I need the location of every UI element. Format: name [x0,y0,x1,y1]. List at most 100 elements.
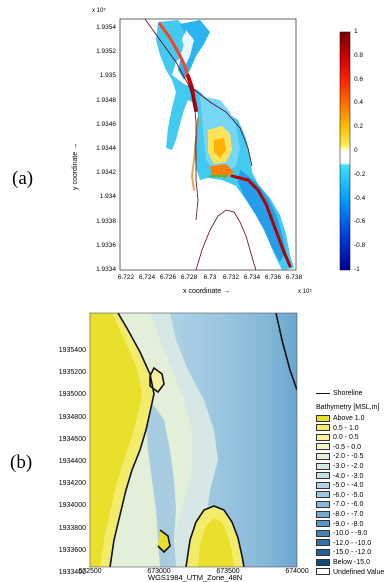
legend-swatch [316,510,330,518]
panel-b-x-tick: 674000 [285,568,309,575]
legend-item: Above 1.0 [316,414,365,423]
panel-a-y-tick: 1.9352 [96,48,116,56]
panel-a-x-tick: 6.73 [203,274,217,281]
panel-a-x-tick: 6.734 [243,274,261,281]
panel-a-x-tick: 6.726 [159,274,177,281]
panel-a-colorbar [339,31,351,271]
panel-a-colorbar-tick: 0 [354,147,358,154]
legend-item-label: -3.0 - -2.0 [333,463,364,470]
panel-b-y-tick: 1935400 [58,347,86,354]
panel-a-colorbar-tick: -0.6 [354,218,366,226]
panel-b-y-tick: 1933600 [58,546,86,554]
legend-item-label: 0.0 - 0.5 [333,434,359,442]
panel-a-exponent-bottom: x 10⁵ [298,289,312,295]
panel-a-y-tick: 1.9338 [96,217,116,225]
legend-item-label: -7.0 - -6.0 [333,501,364,509]
legend-item-label: -15.0 - -12.0 [333,549,372,557]
panel-b-island [150,368,164,392]
panel-a-y-tick: 1.9354 [96,24,116,31]
panel-a-x-tick: 6.722 [117,274,135,281]
legend-swatch [316,414,330,422]
legend-shoreline-label: Shoreline [333,390,363,397]
legend-item: -15.0 - -12.0 [316,548,371,557]
legend-swatch [316,433,330,441]
legend-item: -7.0 - -6.0 [316,500,363,509]
legend-swatch [316,568,330,576]
panel-a-colorbar-tick: -0.2 [354,170,366,178]
panel-a-change-lines [158,22,292,268]
panel-b-y-tick: 1935000 [58,391,86,399]
panel-a-y-tick: 1.9344 [96,145,116,152]
panel-a-y-tick: 1.9334 [96,266,116,273]
panel-b-y-tick: 1934400 [58,458,86,465]
legend-item-label: -2.0 - -0.5 [333,453,364,461]
legend-item: -4.0 - -3.0 [316,472,363,481]
legend-swatch [316,501,330,509]
legend-item: -10.0 - -9.0 [316,529,367,538]
panel-b-channel [146,400,176,567]
panel-a-y-tick: 1.9348 [96,96,116,104]
panel-b-y-tick: 1935200 [58,369,86,377]
panel-a-colorbar-tick: 0.4 [354,99,364,107]
legend-swatch [316,529,330,537]
panel-a-colorbar-tick: 0.2 [354,123,364,131]
legend-shoreline: Shoreline [316,390,363,397]
panel-a-x-tick: 6.738 [285,274,303,281]
shoreline-line-icon [316,392,330,394]
legend-item-label: Undefined Value [333,568,385,576]
panel-b-y-tick: 1934200 [58,480,86,488]
legend-item-label: 0.5 - 1.0 [333,424,359,432]
legend-swatch [316,424,330,432]
panel-a-x-label: x coordinate → [183,288,231,295]
panel-a-x-tick: 6.724 [138,274,156,281]
legend-swatch [316,443,330,451]
legend-swatch [316,520,330,528]
legend-item: -3.0 - -2.0 [316,462,363,471]
panel-a-y-tick: 1.934 [99,193,116,201]
legend-swatch [316,549,330,557]
panel-a-y-tick: 1.935 [99,72,116,80]
legend-item: -0.5 - 0.0 [316,443,361,452]
panel-b-map [89,312,298,568]
panel-b-axes-frame [89,312,298,568]
panel-a-x-tick: 6.732 [222,274,240,281]
panel-a-exponent-top: x 10⁵ [92,8,106,14]
panel-b-x-label: WGS1984_UTM_Zone_48N [148,573,243,582]
panel-b-y-tick: 1934600 [58,435,86,443]
panel-b-y-tick: 1933400 [58,569,86,576]
panel-b-label: (b) [10,452,33,473]
legend-swatch [316,558,330,566]
legend-item-label: -0.5 - 0.0 [333,443,362,451]
panel-a-colorbar-tick: -0.8 [354,242,366,250]
panel-a-shoreline [144,18,257,271]
panel-a-label: (a) [12,168,34,189]
panel-a-colorbar-tick: 0.6 [354,75,364,83]
panel-b-x-tick: 673500 [216,568,240,575]
legend-item-label: Above 1.0 [333,415,365,422]
legend-swatch [316,481,330,489]
panel-b-x-tick: 672500 [78,568,102,575]
legend-swatch [316,472,330,480]
legend-swatch [316,539,330,547]
legend-item: Undefined Value [316,568,384,577]
panel-b-y-tick: 1934800 [58,413,86,421]
panel-b-y-tick: 1934000 [58,502,86,510]
legend-swatch [316,491,330,499]
legend-item-label: -4.0 - -3.0 [333,472,364,480]
legend-item: -2.0 - -0.5 [316,452,363,461]
legend-item-label: -10.0 - -9.0 [333,530,368,538]
legend-item: 0.5 - 1.0 [316,424,359,433]
panel-a-colorbar-tick: 0.8 [354,51,364,59]
legend-item: -5.0 - -4.0 [316,481,363,490]
legend-item: Below -15.0 [316,558,370,567]
legend-item-label: -8.0 - -7.0 [333,511,364,518]
panel-a-x-tick: 6.736 [264,274,282,281]
legend-swatch [316,453,330,461]
panel-a-y-tick: 1.9342 [96,169,116,177]
panel-a-colorbar-tick: -0.4 [354,194,366,202]
legend-item: -9.0 - -8.0 [316,520,363,529]
panel-a-y-tick: 1.9336 [96,241,116,249]
legend-item: -12.0 - -10.0 [316,539,371,548]
panel-a-colorbar-tick: 1 [354,28,358,35]
legend-item: -6.0 - -5.0 [316,491,363,500]
